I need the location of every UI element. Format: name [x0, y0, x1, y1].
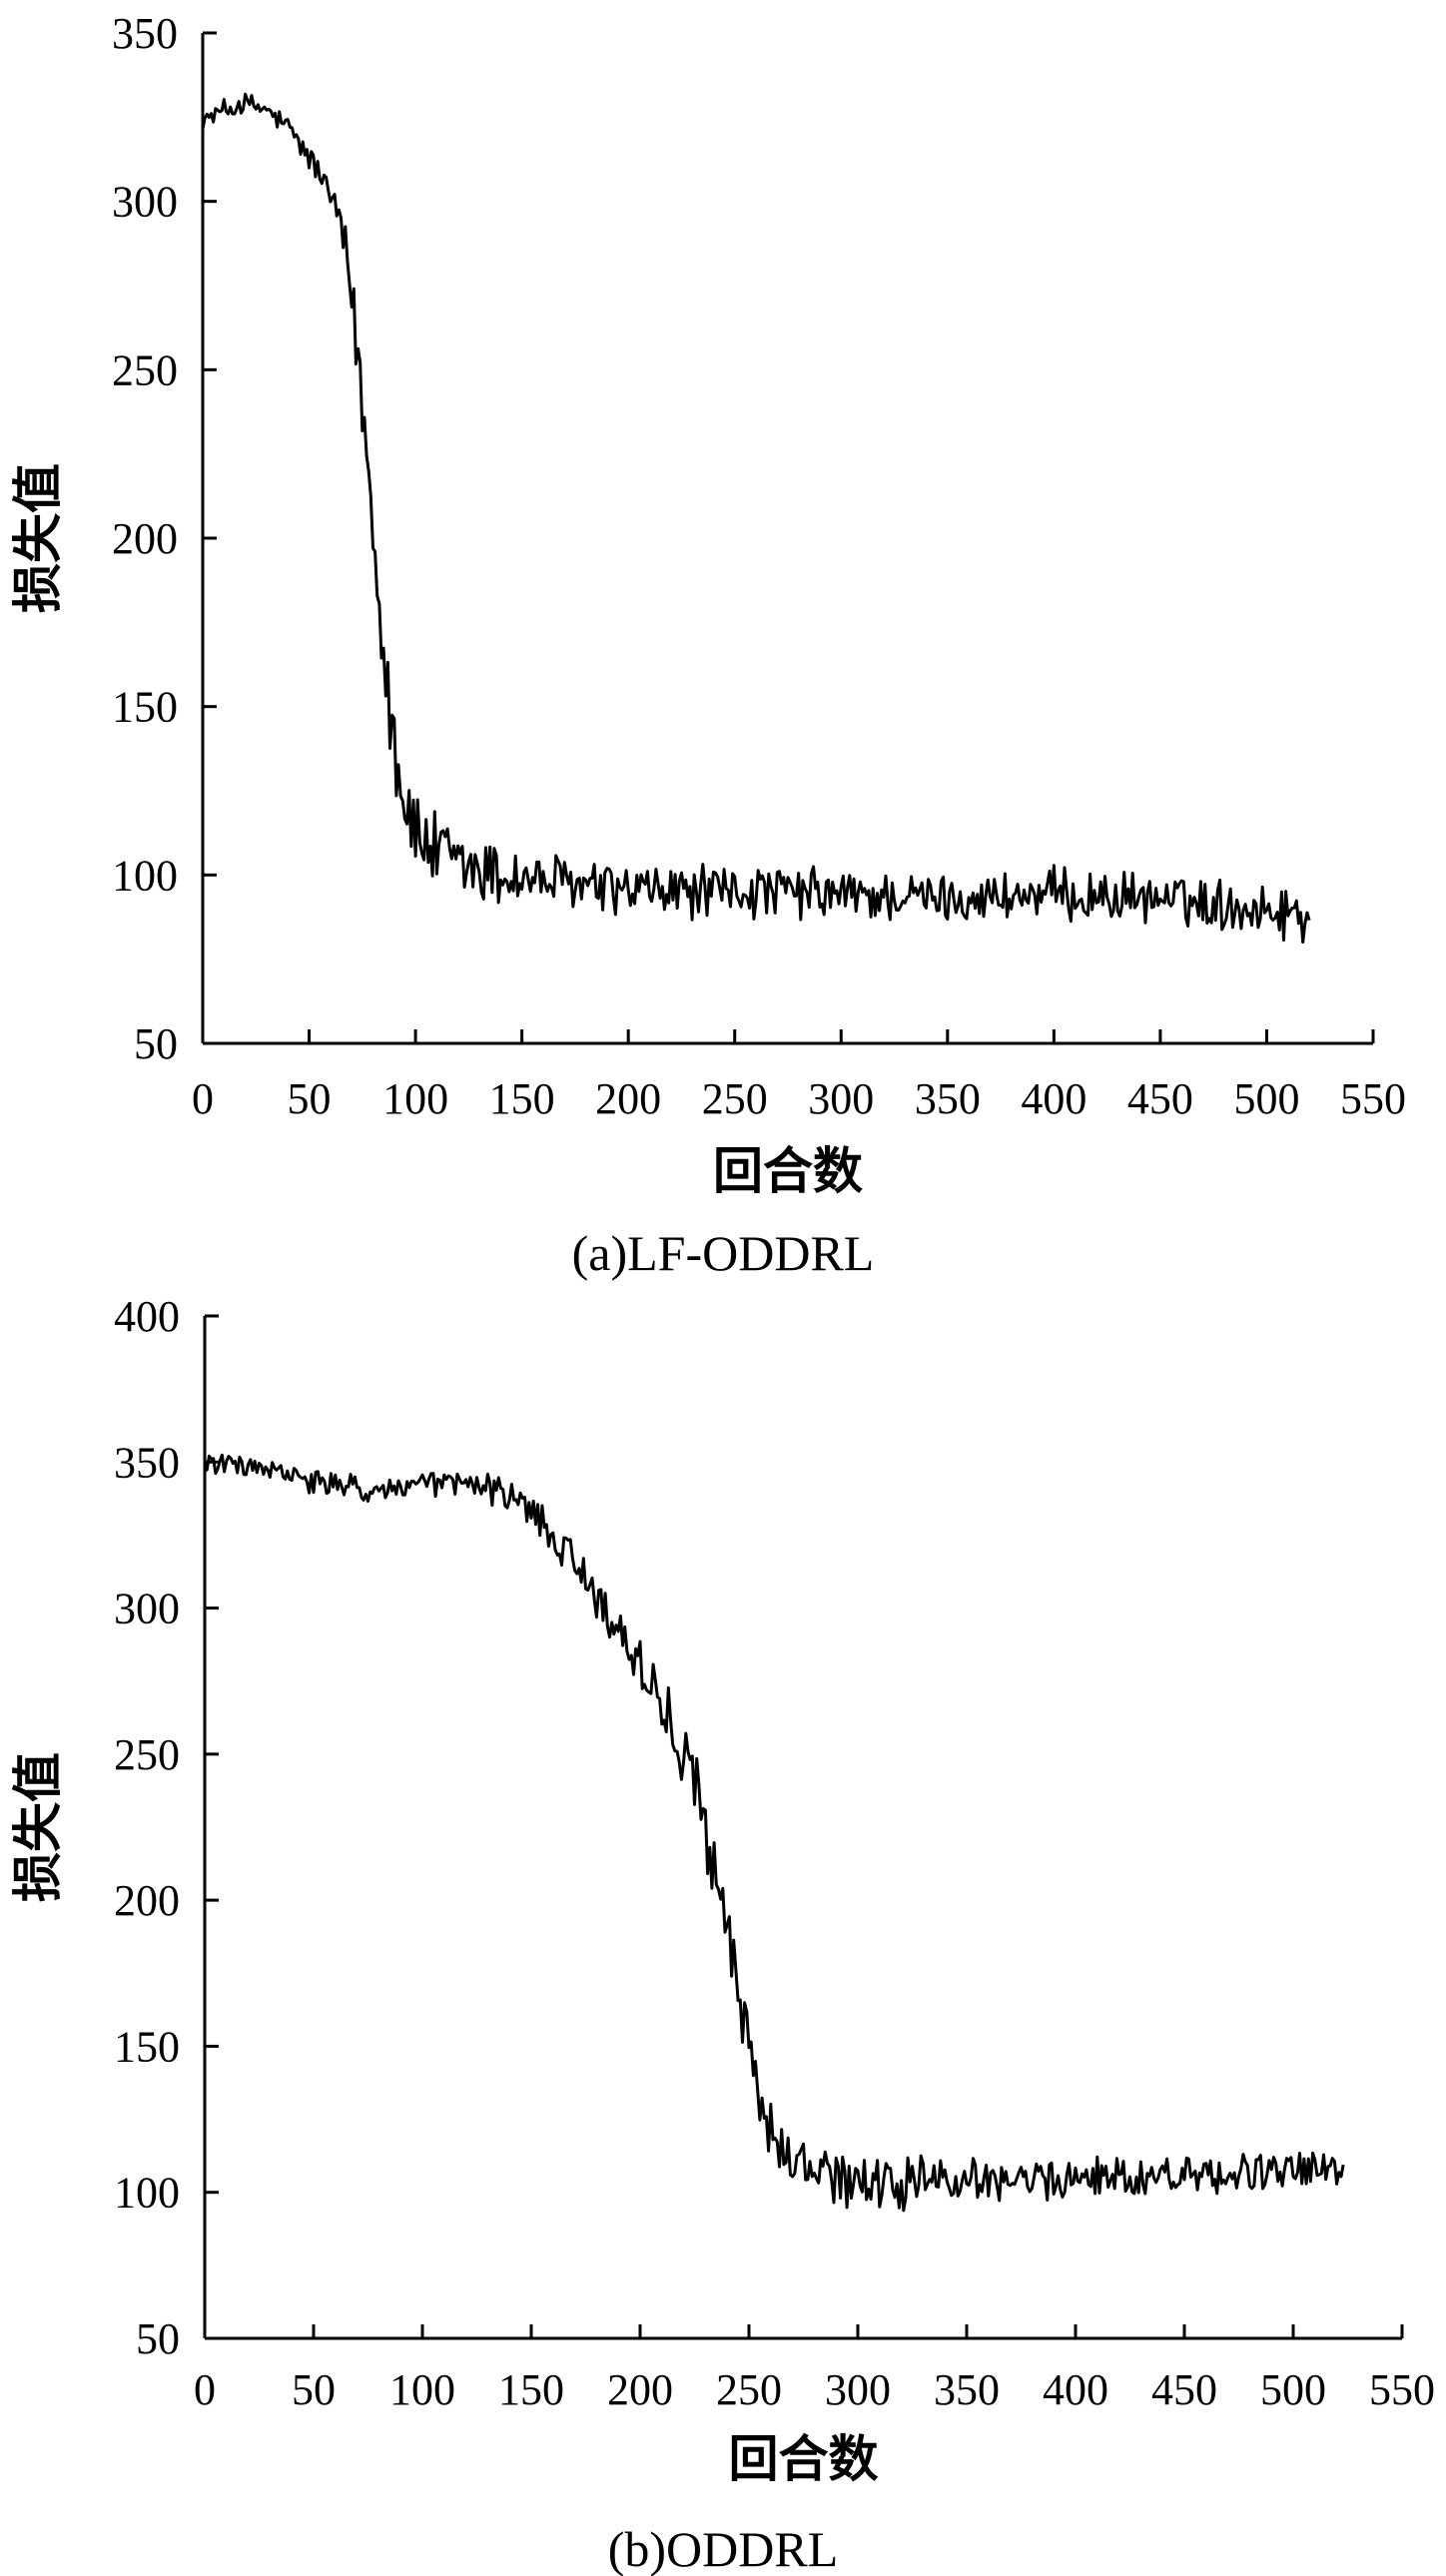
chart-b-y-tick-label: 150: [114, 2022, 180, 2071]
chart-a-y-tick-label: 100: [112, 851, 178, 900]
chart-b-loss-line: [203, 1453, 1345, 2213]
loss-chart-a: (a)LF-ODDRL 50 100 150 200 250 300 350 0 50 100 15…: [9, 9, 1406, 1281]
chart-a-caption: (a)LF-ODDRL: [572, 1225, 875, 1281]
chart-b-x-tick-label: 550: [1369, 2365, 1435, 2414]
chart-b-x-tick-label: 200: [607, 2365, 673, 2414]
chart-a-x-tick-label: 150: [489, 1074, 555, 1123]
chart-b-x-tick-label: 300: [825, 2365, 891, 2414]
chart-a-y-tick-label: 50: [134, 1019, 178, 1068]
chart-b-y-tick-label: 100: [114, 2169, 180, 2218]
chart-a-x-tick-label: 350: [915, 1074, 981, 1123]
chart-a-y-tick-label: 150: [112, 683, 178, 732]
chart-a-x-tick-label: 50: [288, 1074, 332, 1123]
chart-b: (b)ODDRL 50 100 150 200 250 300 350 400 0 50 100 15…: [0, 1298, 1446, 2576]
chart-a-y-axis-title: 损失值: [9, 463, 67, 613]
chart-a-y-tick-label: 200: [112, 514, 178, 563]
chart-a-x-tick-label: 100: [382, 1074, 448, 1123]
chart-b-x-tick-label: 150: [498, 2365, 564, 2414]
chart-b-x-tick-label: 500: [1260, 2365, 1326, 2414]
chart-b-x-tick-label: 450: [1151, 2365, 1217, 2414]
chart-a-x-tick-label: 300: [808, 1074, 874, 1123]
loss-chart-b: (b)ODDRL 50 100 150 200 250 300 350 400 0 50 100 15…: [9, 1298, 1435, 2576]
chart-a-y-tick-label: 300: [112, 178, 178, 227]
chart-b-x-tick-label: 0: [194, 2365, 216, 2414]
chart-a-x-tick-label: 550: [1340, 1074, 1406, 1123]
chart-a-x-tick-label: 400: [1021, 1074, 1086, 1123]
chart-a-y-tick-label: 250: [112, 345, 178, 394]
chart-b-y-axis-title: 损失值: [9, 1752, 67, 1902]
chart-a-x-tick-label: 250: [702, 1074, 768, 1123]
chart-b-y-tick-label: 350: [114, 1438, 180, 1487]
chart-b-y-tick-label: 200: [114, 1876, 180, 1925]
chart-b-x-tick-label: 50: [292, 2365, 336, 2414]
chart-b-caption: (b)ODDRL: [608, 2521, 839, 2576]
chart-b-x-tick-label: 100: [389, 2365, 455, 2414]
chart-a: (a)LF-ODDRL 50 100 150 200 250 300 350 0 50 100 15…: [9, 9, 1406, 1281]
chart-b-y-tick-label: 250: [114, 1730, 180, 1779]
chart-a-x-tick-label: 500: [1233, 1074, 1299, 1123]
chart-a-y-tick-label: 350: [112, 9, 178, 58]
chart-a-x-tick-label: 200: [595, 1074, 661, 1123]
chart-b-x-tick-label: 350: [934, 2365, 1000, 2414]
chart-a-x-tick-label: 450: [1127, 1074, 1193, 1123]
chart-a-x-tick-label: 0: [192, 1074, 214, 1123]
chart-b-x-tick-label: 400: [1043, 2365, 1108, 2414]
chart-b-y-tick-label: 50: [136, 2314, 180, 2363]
chart-b-y-tick-label: 300: [114, 1585, 180, 1633]
chart-b-x-axis-title: 回合数: [729, 2430, 879, 2488]
chart-a-x-axis-title: 回合数: [713, 1142, 863, 1200]
chart-a-loss-line: [201, 92, 1311, 945]
chart-b-y-tick-label: 400: [114, 1298, 180, 1341]
chart-b-x-tick-label: 250: [716, 2365, 782, 2414]
